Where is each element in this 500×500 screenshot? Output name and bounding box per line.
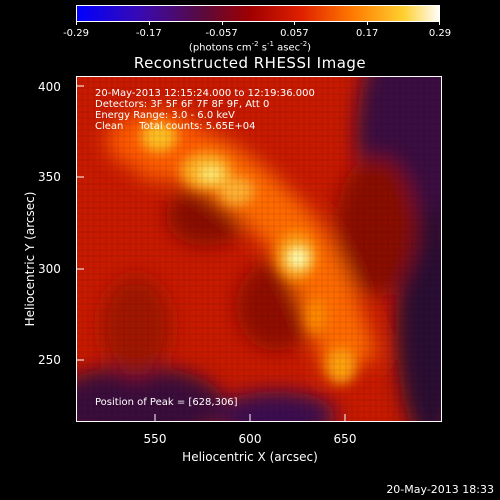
y-tick-label: 300 [38, 262, 61, 276]
energy-range-text: Energy Range: 3.0 - 6.0 keV [95, 110, 235, 121]
colorbar-units: (photons cm-2 s-1 asec-2) [188, 40, 312, 54]
colorbar-tickmark [294, 22, 296, 25]
axis-tickmarks [76, 85, 346, 422]
x-tick-label: 650 [333, 432, 357, 446]
colorbar-tick-label: -0.057 [205, 28, 238, 39]
colorbar-tickmark [76, 22, 77, 25]
colorbar [76, 5, 440, 22]
timestamp: 20-May-2013 18:33 [386, 483, 494, 496]
colorbar-tick-label: -0.29 [63, 28, 89, 39]
colorbar-tick-label: 0.29 [428, 28, 452, 39]
y-tick-label: 400 [38, 80, 61, 94]
colorbar-tickmark [221, 22, 223, 25]
image-title: Reconstructed RHESSI Image [133, 54, 367, 72]
clean-counts-text: Clean Total counts: 5.65E+04 [95, 121, 256, 132]
colorbar-tick-label: 0.17 [356, 28, 379, 39]
colorbar-tick-label: 0.057 [280, 28, 309, 39]
colorbar-tickmark [148, 22, 150, 25]
x-tick-label: 600 [238, 432, 262, 446]
y-tick-label: 350 [38, 170, 61, 184]
y-axis-label: Heliocentric Y (arcsec) [23, 191, 37, 327]
y-tick-label: 250 [38, 353, 61, 367]
detectors-text: Detectors: 3F 5F 6F 7F 8F 9F, Att 0 [95, 99, 270, 110]
colorbar-tickmark [439, 22, 440, 25]
x-axis-label: Heliocentric X (arcsec) [182, 450, 318, 464]
rhessi-image [76, 76, 442, 422]
time-range-text: 20-May-2013 12:15:24.000 to 12:19:36.000 [95, 88, 315, 99]
colorbar-tickmark [367, 22, 369, 25]
peak-position-text: Position of Peak = [628,306] [95, 397, 238, 408]
colorbar-tick-label: -0.17 [135, 28, 162, 39]
x-tick-label: 550 [143, 432, 167, 446]
